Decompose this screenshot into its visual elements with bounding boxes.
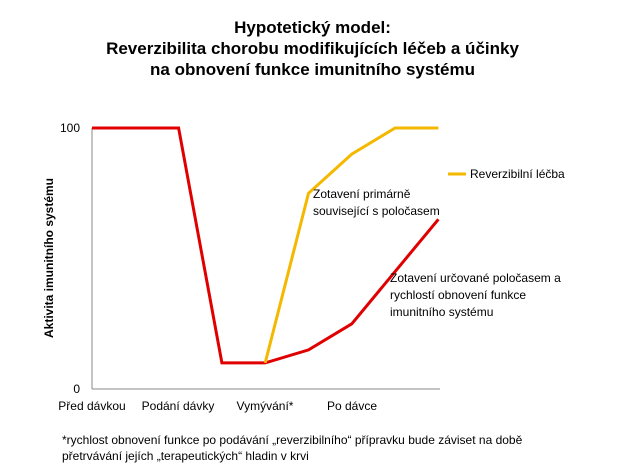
- chart-title: Hypotetický model: Reverzibilita chorobu…: [0, 17, 625, 80]
- y-tick-label-100: 100: [60, 121, 80, 135]
- footnote-line-2: přetrvávání jejích „terapeutických“ hlad…: [62, 449, 309, 463]
- footnote-line-1: *rychlost obnovení funkce po podávání „r…: [62, 433, 523, 447]
- title-line-1: Hypotetický model:: [234, 18, 391, 37]
- footnote: *rychlost obnovení funkce po podávání „r…: [62, 432, 602, 464]
- y-axis-label: Aktivita imunitního systému: [42, 178, 56, 338]
- x-tick-label-vymyvani: Vymývání*: [237, 399, 294, 413]
- title-line-3: na obnovení funkce imunitního systému: [150, 60, 475, 79]
- title-line-2: Reverzibilita chorobu modifikujících léč…: [106, 39, 519, 58]
- y-tick-label-0: 0: [73, 382, 80, 396]
- annotation-red-line-3: imunitního systému: [390, 305, 493, 319]
- annotation-yellow-line-2: související s poločasem: [313, 204, 440, 218]
- series-line-red: [92, 126, 440, 365]
- annotation-red-line-1: Zotavení určované poločasem a: [390, 271, 561, 285]
- annotation-yellow-line-1: Zotavení primárně: [313, 187, 411, 201]
- annotation-red-line-2: rychlostí obnovení funkce: [390, 288, 526, 302]
- x-tick-label-pred-davkou: Před dávkou: [58, 399, 125, 413]
- x-tick-label-podani-davky: Podání dávky: [142, 399, 215, 413]
- x-tick-label-po-davce: Po dávce: [327, 399, 377, 413]
- series-line-reverzibilni-lecba: [263, 126, 439, 364]
- legend-label-reverzibilni-lecba: Reverzibilní léčba: [470, 167, 565, 181]
